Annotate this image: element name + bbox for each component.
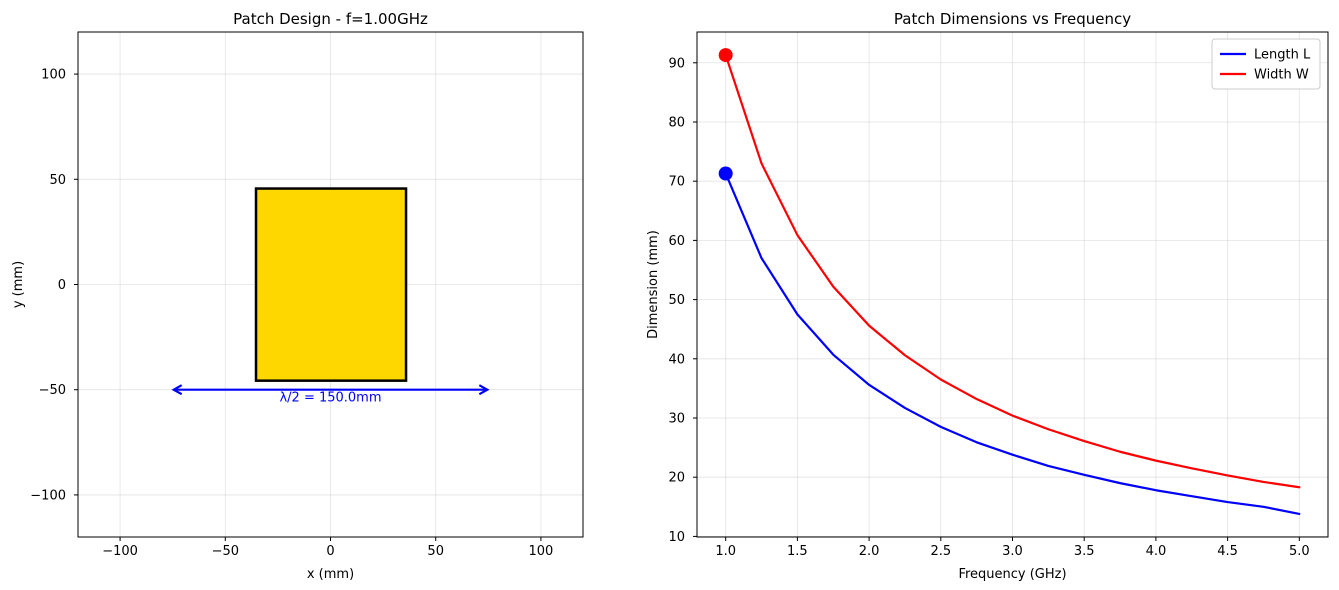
y-tick-label: 80 [668, 115, 685, 130]
y-tick-label: −100 [30, 488, 66, 503]
y-tick-label: 10 [668, 530, 685, 545]
legend-label-width-w: Width W [1254, 68, 1309, 83]
x-axis-label: Frequency (GHz) [958, 567, 1066, 582]
x-tick-label: 4.5 [1217, 544, 1238, 559]
half-wavelength-arrow-right-head [478, 384, 490, 396]
y-tick-label: 100 [41, 68, 66, 83]
x-tick-label: 50 [427, 544, 444, 559]
y-tick-label: 90 [668, 56, 685, 71]
x-tick-label: −50 [212, 544, 239, 559]
y-tick-label: 50 [668, 293, 685, 308]
y-tick-label: 50 [49, 173, 66, 188]
x-tick-label: 3.0 [1002, 544, 1023, 559]
patch-rectangle [254, 187, 408, 382]
y-tick-label: 40 [668, 352, 685, 367]
x-tick-label: 2.5 [930, 544, 951, 559]
y-tick-label: 20 [668, 471, 685, 486]
legend-label-length-l: Length L [1254, 48, 1311, 63]
half-wavelength-label: λ/2 = 150.0mm [279, 391, 381, 406]
x-axis-label: x (mm) [307, 567, 354, 582]
x-tick-label: 5.0 [1289, 544, 1310, 559]
x-tick-label: 0 [326, 544, 334, 559]
y-tick-label: 0 [58, 278, 66, 293]
series-line-width-w [724, 53, 1301, 489]
x-tick-label: 1.0 [715, 544, 736, 559]
series-line-length-l [724, 172, 1301, 516]
current-point-width-w [718, 48, 733, 63]
dimensions-vs-frequency-plot: 1.0 1.5 2.0 2.5 3.0 3.5 4.0 4.5 5.0 10 20 30 40 50 60 7… [646, 10, 1329, 582]
current-point-length-l [718, 166, 733, 181]
x-tick-label: 2.0 [859, 544, 880, 559]
y-tick-label: 30 [668, 412, 685, 427]
x-tick-label: 100 [529, 544, 554, 559]
y-tick-label: 60 [668, 234, 685, 249]
chart-title: Patch Design - f=1.00GHz [233, 10, 428, 28]
x-tick-label: −100 [102, 544, 138, 559]
chart-title: Patch Dimensions vs Frequency [894, 10, 1131, 28]
legend-box [1211, 38, 1321, 90]
y-axis-label: Dimension (mm) [646, 230, 661, 339]
patch-design-plot: λ/2 = 150.0mm −100 −50 0 50 100 −100 −50 0 50 100 P… [11, 10, 584, 582]
legend: Length L Width W [1211, 38, 1321, 90]
half-wavelength-arrow-left-head [171, 384, 183, 396]
y-axis-label: y (mm) [11, 261, 26, 308]
x-tick-label: 3.5 [1074, 544, 1095, 559]
y-tick-label: 70 [668, 175, 685, 190]
x-tick-label: 4.0 [1146, 544, 1167, 559]
x-tick-label: 1.5 [787, 544, 808, 559]
y-tick-label: −50 [39, 383, 66, 398]
